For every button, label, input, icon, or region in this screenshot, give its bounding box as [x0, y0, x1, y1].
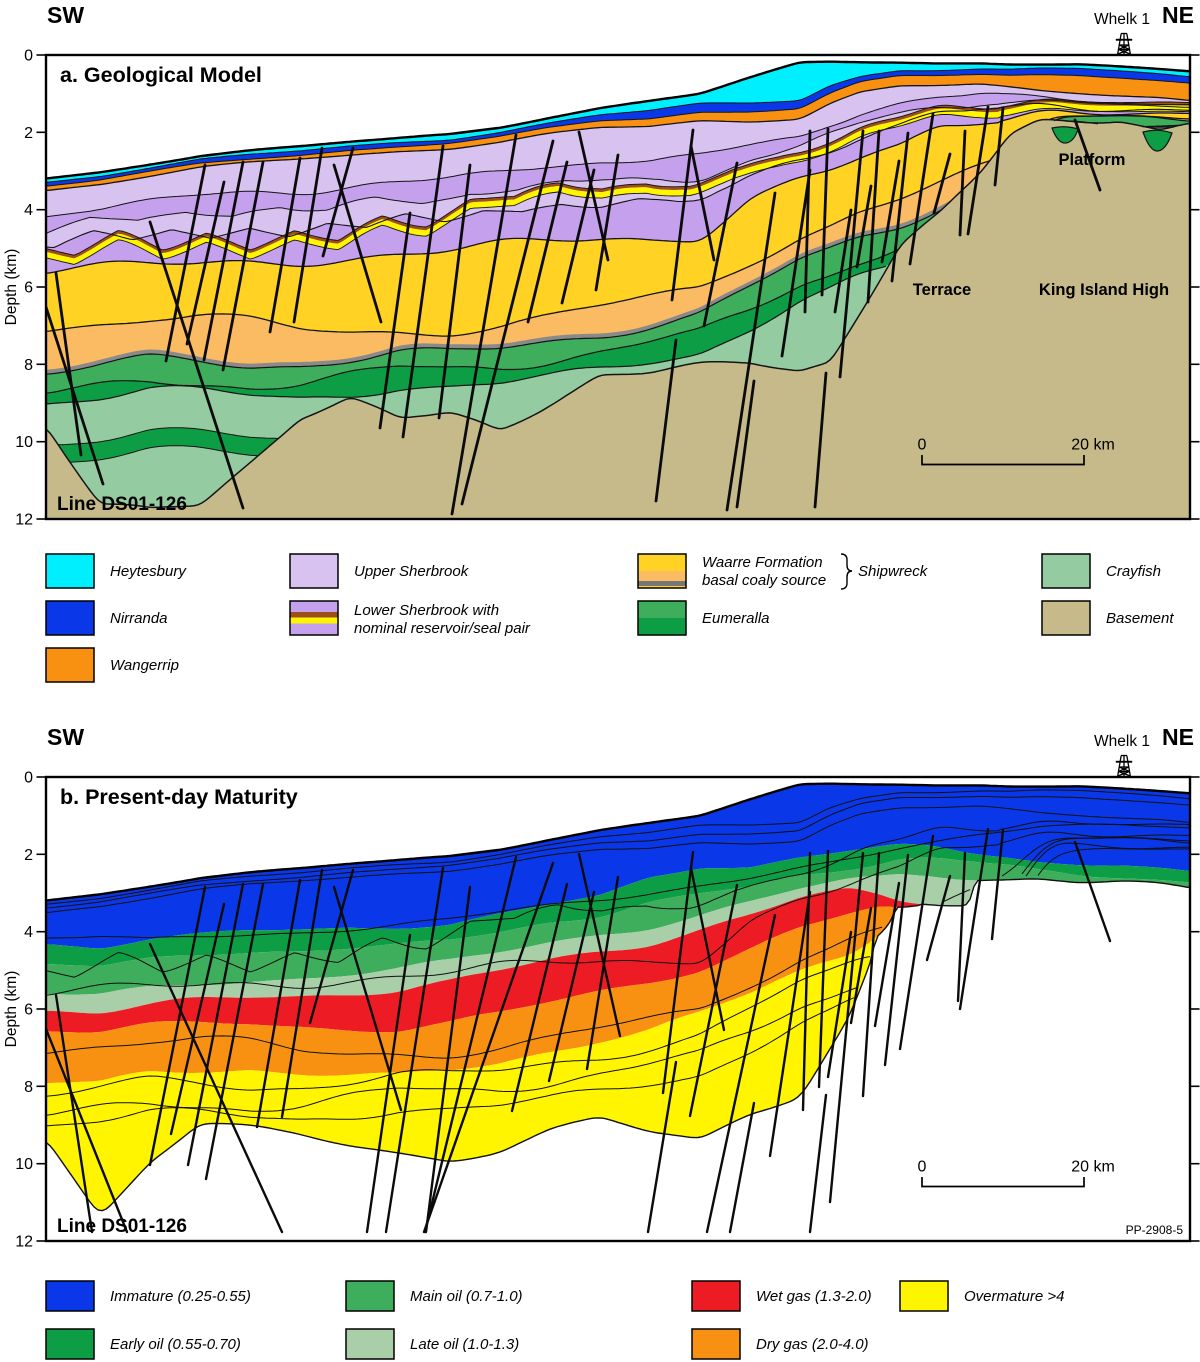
svg-text:Basement: Basement [1106, 610, 1174, 627]
svg-text:12: 12 [15, 1234, 33, 1251]
svg-text:Nirranda: Nirranda [110, 610, 168, 627]
svg-text:0: 0 [918, 437, 927, 454]
svg-text:a. Geological Model: a. Geological Model [60, 63, 262, 87]
svg-text:Dry gas (2.0-4.0): Dry gas (2.0-4.0) [756, 1336, 869, 1353]
svg-text:4: 4 [24, 202, 33, 219]
svg-text:Wangerrip: Wangerrip [110, 657, 179, 674]
svg-text:Overmature >4: Overmature >4 [964, 1288, 1064, 1305]
svg-text:8: 8 [24, 357, 33, 374]
svg-text:Wet gas (1.3-2.0): Wet gas (1.3-2.0) [756, 1288, 872, 1305]
svg-text:PP-2908-5: PP-2908-5 [1126, 1223, 1184, 1237]
svg-text:4: 4 [24, 924, 33, 941]
svg-text:12: 12 [15, 512, 33, 529]
svg-text:20 km: 20 km [1071, 437, 1115, 454]
svg-text:Terrace: Terrace [913, 281, 971, 299]
svg-text:Platform: Platform [1059, 151, 1126, 169]
svg-text:2: 2 [24, 847, 33, 864]
svg-text:nominal reservoir/seal pair: nominal reservoir/seal pair [354, 620, 531, 637]
svg-text:0: 0 [918, 1159, 927, 1176]
svg-text:Heytesbury: Heytesbury [110, 563, 187, 580]
svg-text:10: 10 [15, 434, 33, 451]
svg-text:Upper Sherbrook: Upper Sherbrook [354, 563, 470, 580]
svg-text:b. Present-day Maturity: b. Present-day Maturity [60, 785, 298, 809]
svg-text:Lower Sherbrook with: Lower Sherbrook with [354, 602, 499, 619]
svg-text:Late oil (1.0-1.3): Late oil (1.0-1.3) [410, 1336, 519, 1353]
svg-text:Eumeralla: Eumeralla [702, 610, 770, 627]
svg-text:Line DS01-126: Line DS01-126 [57, 494, 187, 515]
svg-text:SW: SW [47, 724, 84, 750]
svg-text:10: 10 [15, 1156, 33, 1173]
svg-text:0: 0 [24, 770, 33, 787]
svg-text:SW: SW [47, 2, 84, 28]
svg-text:2: 2 [24, 125, 33, 142]
svg-text:Shipwreck: Shipwreck [858, 563, 929, 580]
svg-text:Line DS01-126: Line DS01-126 [57, 1216, 187, 1237]
svg-text:6: 6 [24, 1002, 33, 1019]
svg-text:basal coaly source: basal coaly source [702, 572, 826, 589]
svg-text:King Island High: King Island High [1039, 281, 1169, 299]
svg-text:Waarre Formation: Waarre Formation [702, 554, 823, 571]
svg-text:Crayfish: Crayfish [1106, 563, 1161, 580]
svg-text:Main oil (0.7-1.0): Main oil (0.7-1.0) [410, 1288, 523, 1305]
svg-text:6: 6 [24, 280, 33, 297]
svg-text:NE: NE [1162, 2, 1194, 28]
svg-text:NE: NE [1162, 724, 1194, 750]
svg-text:Early oil (0.55-0.70): Early oil (0.55-0.70) [110, 1336, 241, 1353]
svg-text:8: 8 [24, 1079, 33, 1096]
svg-text:Depth (km): Depth (km) [3, 249, 20, 326]
svg-text:Immature (0.25-0.55): Immature (0.25-0.55) [110, 1288, 251, 1305]
svg-text:Whelk 1: Whelk 1 [1094, 733, 1150, 750]
svg-text:Depth (km): Depth (km) [3, 971, 20, 1048]
svg-text:0: 0 [24, 48, 33, 65]
svg-text:Whelk 1: Whelk 1 [1094, 11, 1150, 28]
svg-text:20 km: 20 km [1071, 1159, 1115, 1176]
